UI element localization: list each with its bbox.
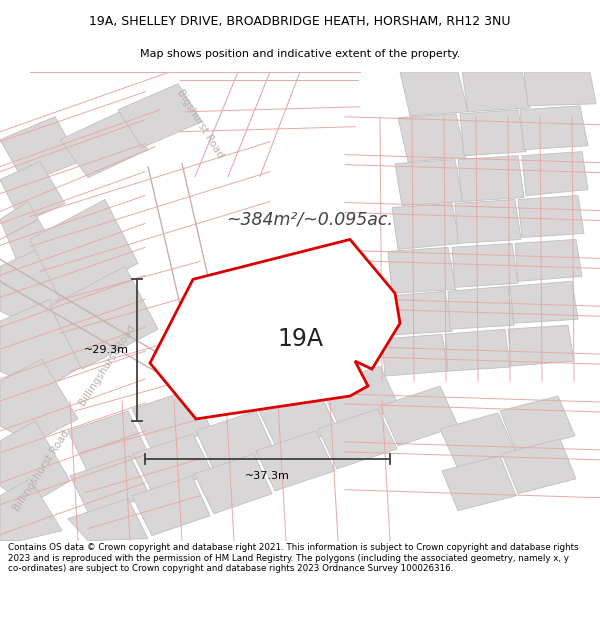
Polygon shape [392,204,460,249]
Text: Billingshurst Road: Billingshurst Road [78,324,138,408]
Polygon shape [0,201,52,263]
Polygon shape [0,117,80,184]
Polygon shape [70,456,150,516]
Polygon shape [258,389,338,451]
Polygon shape [0,479,62,541]
Polygon shape [50,266,158,369]
Polygon shape [452,243,518,288]
Polygon shape [508,325,574,366]
Text: Bigshurst Road: Bigshurst Road [175,88,225,160]
Polygon shape [320,366,400,428]
Polygon shape [196,411,275,472]
Polygon shape [0,359,78,443]
Polygon shape [318,409,397,469]
Polygon shape [68,499,148,541]
Polygon shape [442,456,516,511]
Text: Billingshurst Road: Billingshurst Road [12,429,72,513]
Polygon shape [400,72,468,116]
Polygon shape [398,114,466,162]
Text: ~37.3m: ~37.3m [245,471,290,481]
Polygon shape [510,281,578,323]
Polygon shape [382,334,448,376]
Polygon shape [500,396,575,451]
Polygon shape [60,112,148,178]
Polygon shape [518,196,584,238]
Polygon shape [458,156,524,201]
Polygon shape [515,239,582,281]
Polygon shape [132,476,210,536]
Polygon shape [462,72,530,112]
Text: 19A, SHELLEY DRIVE, BROADBRIDGE HEATH, HORSHAM, RH12 3NU: 19A, SHELLEY DRIVE, BROADBRIDGE HEATH, H… [89,15,511,28]
Polygon shape [448,286,514,329]
Polygon shape [455,199,521,243]
Polygon shape [0,162,65,224]
Text: ~29.3m: ~29.3m [84,345,129,355]
Polygon shape [502,439,576,494]
Polygon shape [150,239,400,419]
Polygon shape [68,411,148,472]
Text: Map shows position and indicative extent of the property.: Map shows position and indicative extent… [140,49,460,59]
Polygon shape [385,291,452,335]
Polygon shape [380,386,458,446]
Polygon shape [30,199,138,303]
Polygon shape [0,421,70,506]
Polygon shape [0,299,88,391]
Polygon shape [460,110,526,156]
Polygon shape [133,434,213,494]
Polygon shape [118,84,202,148]
Polygon shape [520,106,588,149]
Text: ~384m²/~0.095ac.: ~384m²/~0.095ac. [227,211,394,229]
Polygon shape [194,454,272,514]
Polygon shape [522,152,588,196]
Text: 19A: 19A [277,327,323,351]
Polygon shape [132,389,212,451]
Polygon shape [440,413,516,469]
Text: Contains OS data © Crown copyright and database right 2021. This information is : Contains OS data © Crown copyright and d… [8,543,578,573]
Polygon shape [388,248,456,293]
Polygon shape [524,72,596,106]
Polygon shape [256,431,335,491]
Polygon shape [445,329,510,371]
Polygon shape [0,239,100,329]
Polygon shape [395,159,463,206]
